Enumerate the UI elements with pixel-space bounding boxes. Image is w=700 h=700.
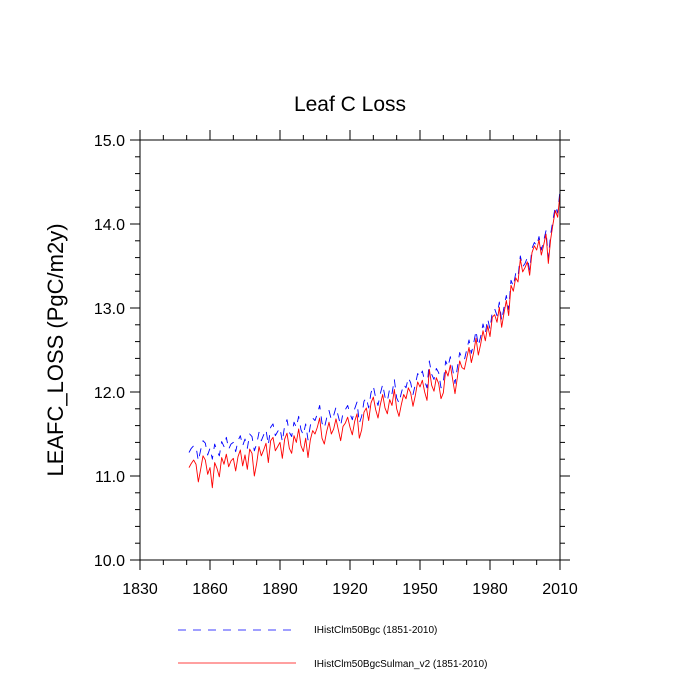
axis-tick-labels: 1830 1860 1890 1920 1950 1980 2010 10.0 11.0 12.0… bbox=[94, 133, 578, 598]
y-tick-label: 10.0 bbox=[94, 553, 125, 570]
series-line-ihistclm50bgcsulman-v2 bbox=[188, 193, 561, 489]
legend-label-ihistclm50bgcsulman-v2: IHistClm50BgcSulman_v2 (1851-2010) bbox=[314, 659, 487, 670]
y-tick-label: 15.0 bbox=[94, 133, 125, 150]
x-tick-label: 1980 bbox=[472, 581, 508, 598]
plot-lines bbox=[188, 190, 561, 489]
x-tick-label: 1860 bbox=[192, 581, 228, 598]
y-tick-label: 14.0 bbox=[94, 217, 125, 234]
chart-title: Leaf C Loss bbox=[294, 93, 406, 116]
x-tick-label: 1890 bbox=[262, 581, 298, 598]
y-tick-label: 12.0 bbox=[94, 385, 125, 402]
x-tick-label: 1830 bbox=[122, 581, 158, 598]
y-tick-label: 11.0 bbox=[95, 469, 125, 486]
plot-frame bbox=[139, 139, 561, 561]
axis-ticks bbox=[130, 130, 570, 570]
x-tick-label: 2010 bbox=[542, 581, 578, 598]
legend-label-ihistclm50bgc: IHistClm50Bgc (1851-2010) bbox=[314, 625, 437, 636]
series-line-ihistclm50bgc bbox=[188, 190, 561, 462]
y-tick-label: 13.0 bbox=[94, 301, 125, 318]
y-axis-label: LEAFC_LOSS (PgC/m2y) bbox=[43, 223, 68, 476]
legend: IHistClm50Bgc (1851-2010) IHistClm50BgcS… bbox=[178, 625, 487, 670]
x-tick-label: 1950 bbox=[402, 581, 438, 598]
x-tick-label: 1920 bbox=[332, 581, 368, 598]
